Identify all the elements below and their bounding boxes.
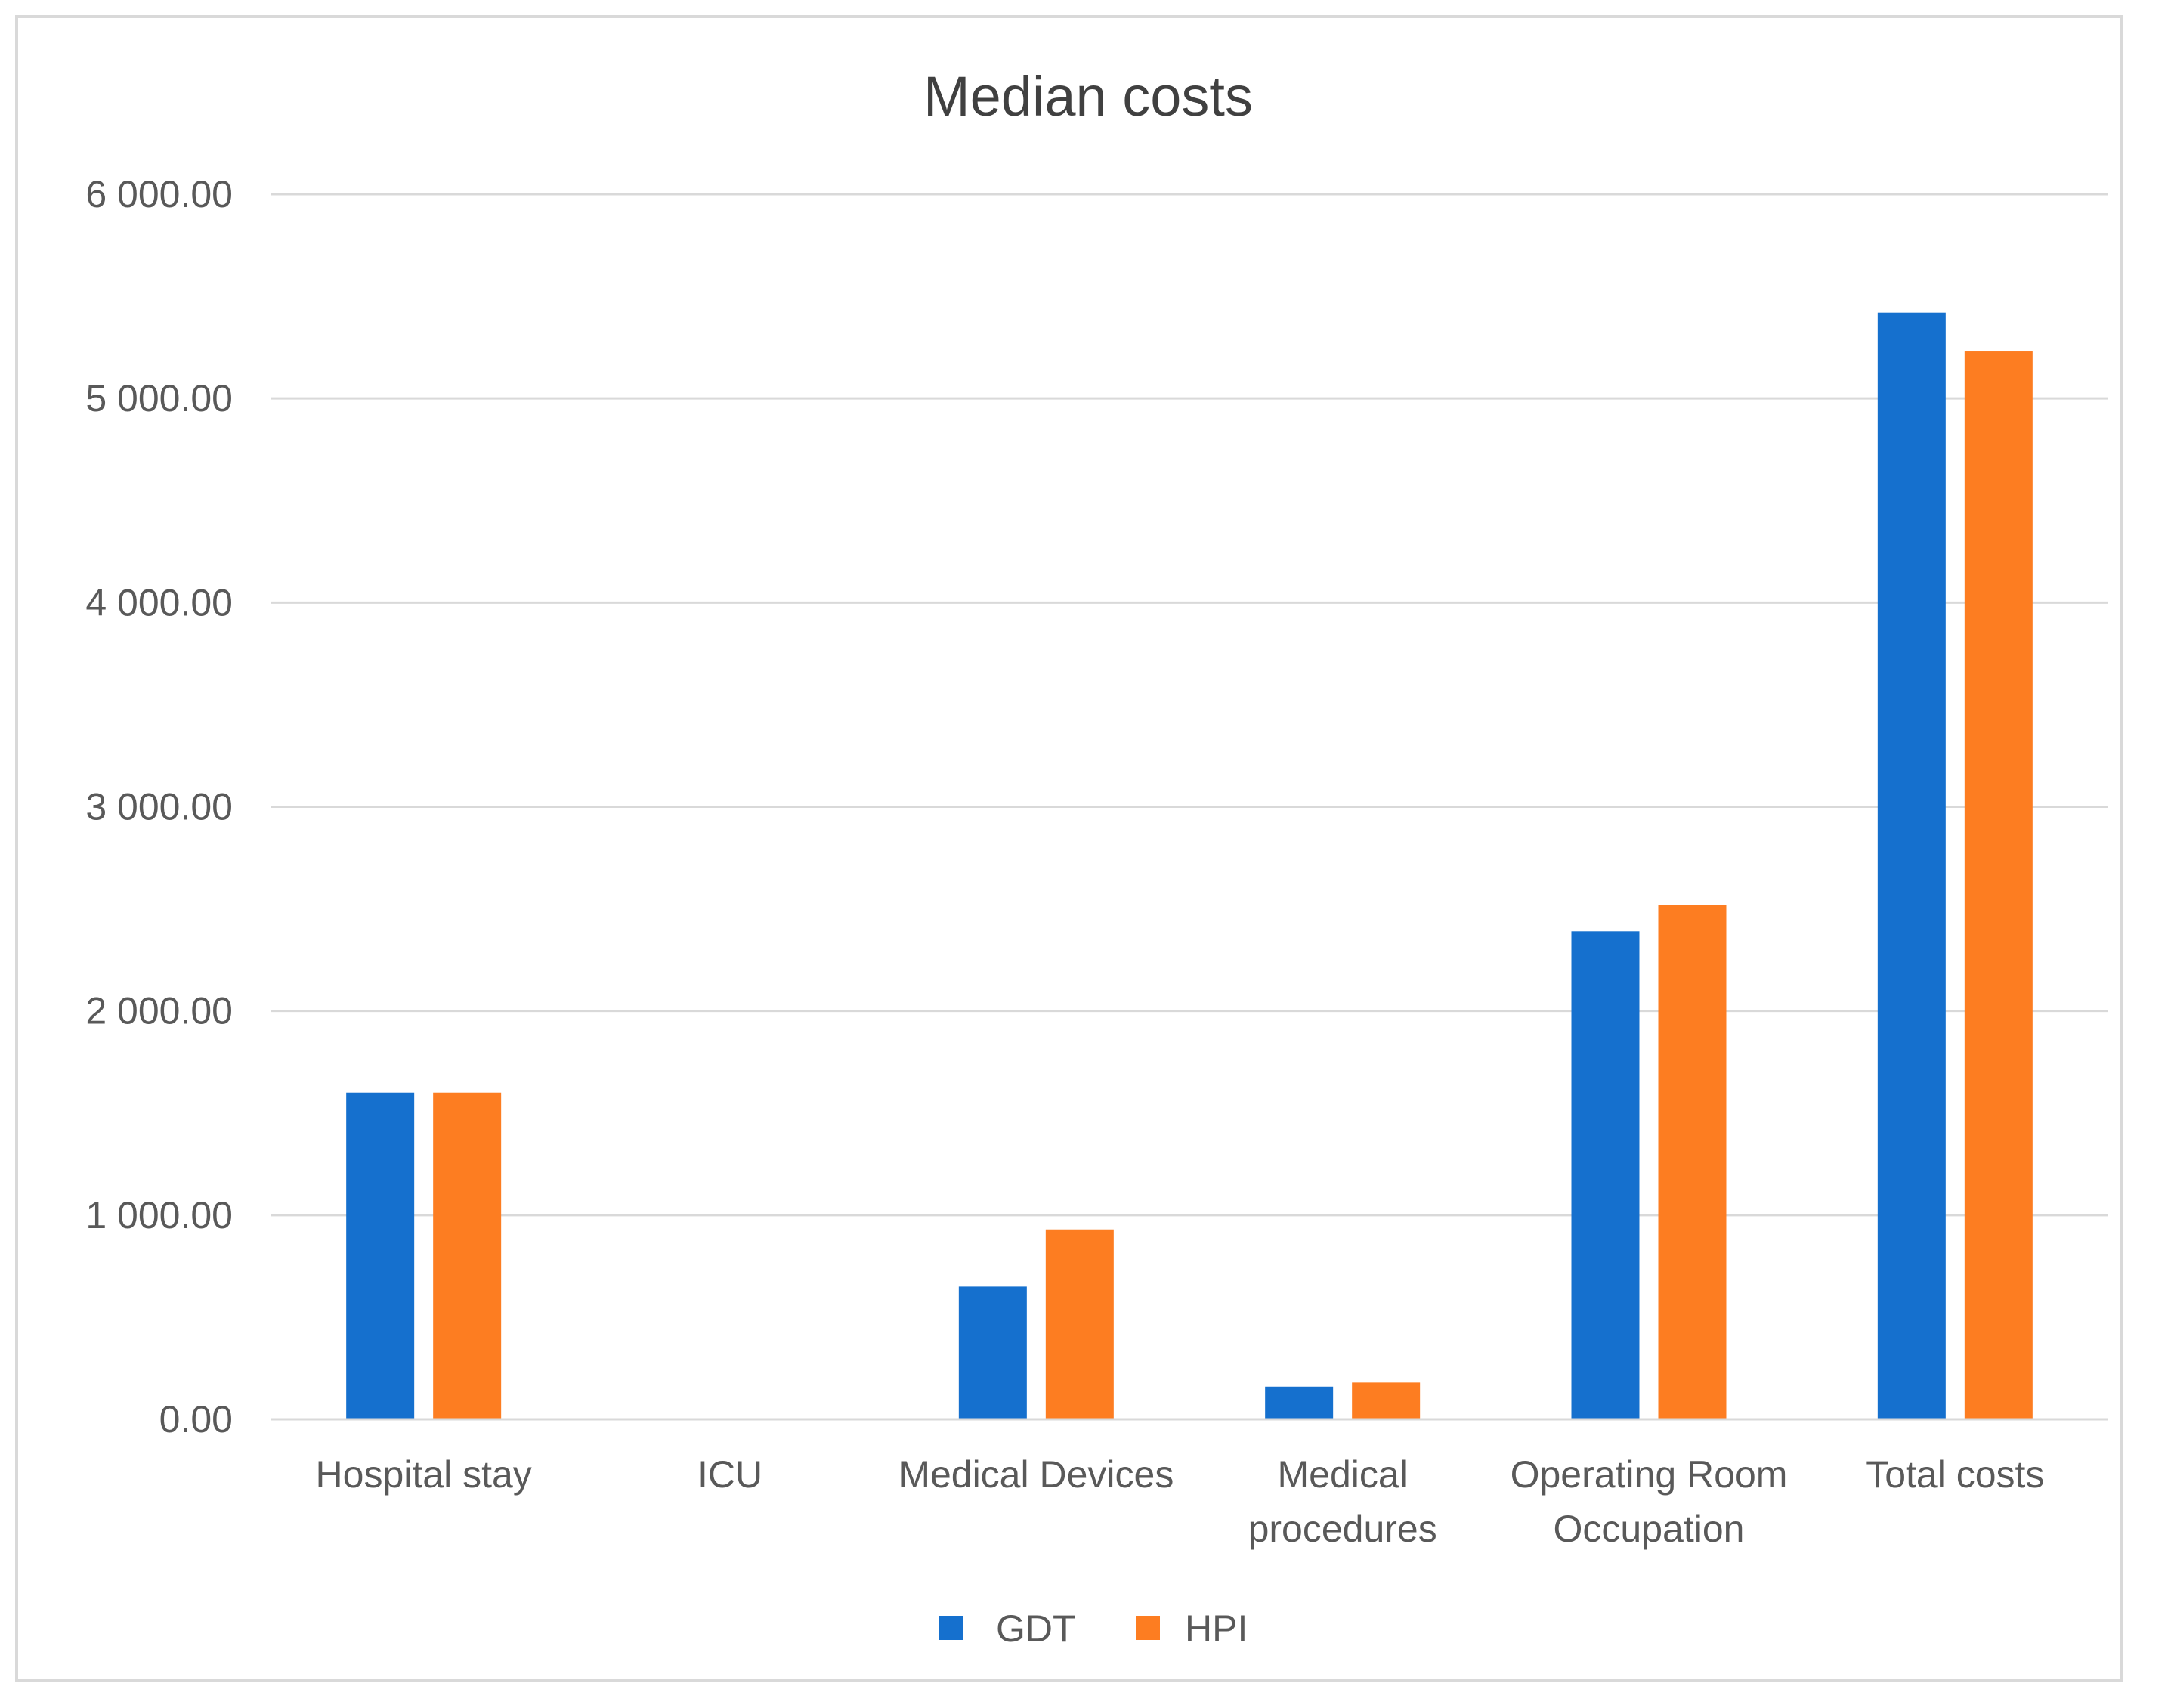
x-category-line: Medical Devices: [898, 1453, 1174, 1496]
bar-gdt-0: [346, 1092, 415, 1419]
bar-hpi-4: [1658, 905, 1727, 1419]
x-axis-categories: Hospital stay ICU Medical Devices Medical pr…: [316, 1453, 2045, 1550]
bar-gdt-2: [958, 1286, 1027, 1419]
bar-gdt-5: [1877, 312, 1946, 1419]
y-tick-label: 5 000.00: [85, 377, 233, 419]
x-category-label: Medical Devices: [898, 1453, 1174, 1496]
y-axis-ticks: 0.00 1 000.00 2 000.00 3 000.00 4 000.00 5 00…: [85, 173, 233, 1440]
bar-hpi-3: [1352, 1382, 1421, 1419]
x-category-line: ICU: [697, 1453, 762, 1496]
x-category-label: Operating Room Occupation: [1511, 1453, 1788, 1550]
legend-swatch-gdt: [939, 1616, 963, 1640]
legend: GDT HPI: [939, 1607, 1248, 1650]
y-tick-label: 0.00: [159, 1398, 233, 1440]
x-category-label: Medical procedures: [1248, 1453, 1437, 1550]
x-category-line: Occupation: [1554, 1508, 1745, 1550]
bar-hpi-2: [1045, 1229, 1114, 1419]
bar-gdt-4: [1571, 931, 1640, 1419]
x-category-label: Total costs: [1866, 1453, 2044, 1496]
legend-label-gdt: GDT: [996, 1607, 1076, 1650]
y-tick-label: 1 000.00: [85, 1194, 233, 1236]
bar-hpi-0: [433, 1092, 502, 1419]
y-tick-label: 4 000.00: [85, 581, 233, 623]
x-category-label: Hospital stay: [316, 1453, 532, 1496]
x-category-line: Total costs: [1866, 1453, 2044, 1496]
bar-hpi-5: [1964, 351, 2033, 1419]
bars: [346, 312, 2033, 1419]
y-tick-label: 6 000.00: [85, 173, 233, 215]
x-category-label: ICU: [697, 1453, 762, 1496]
legend-label-hpi: HPI: [1185, 1607, 1248, 1650]
chart-title: Median costs: [923, 65, 1253, 128]
gridlines: [271, 193, 2108, 1217]
x-category-line: Medical: [1278, 1453, 1408, 1496]
bar-gdt-3: [1265, 1386, 1334, 1419]
x-category-line: Hospital stay: [316, 1453, 532, 1496]
x-category-line: procedures: [1248, 1508, 1437, 1550]
y-tick-label: 3 000.00: [85, 786, 233, 828]
legend-swatch-hpi: [1136, 1616, 1160, 1640]
y-tick-label: 2 000.00: [85, 990, 233, 1032]
x-category-line: Operating Room: [1511, 1453, 1788, 1496]
